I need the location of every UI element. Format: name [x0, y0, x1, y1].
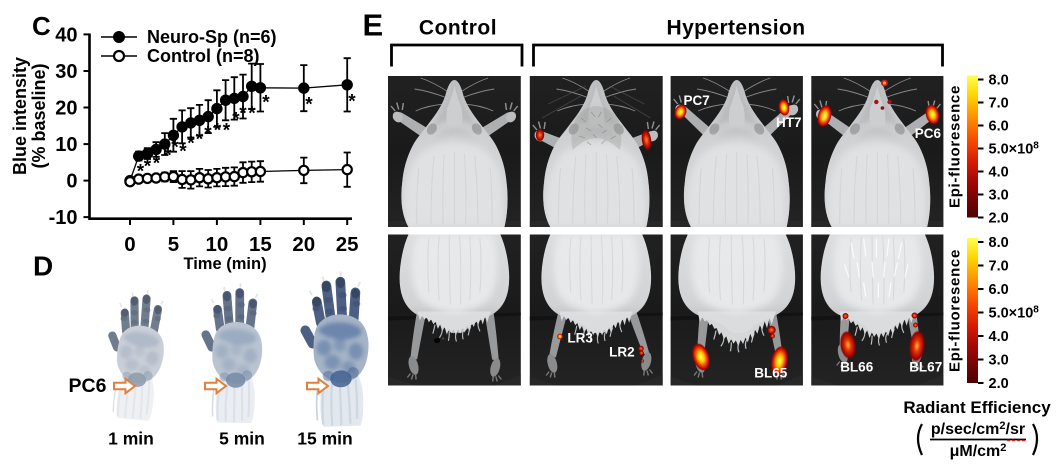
svg-text:0: 0 [124, 233, 135, 256]
svg-text:5.0×108: 5.0×108 [989, 305, 1040, 322]
svg-text:(% baseline): (% baseline) [29, 63, 49, 168]
svg-text:BL66: BL66 [840, 360, 874, 375]
svg-text:8.0: 8.0 [989, 73, 1009, 89]
svg-text:LR3: LR3 [567, 331, 593, 346]
svg-text:10: 10 [55, 134, 77, 156]
svg-text:2.0: 2.0 [989, 211, 1009, 227]
svg-text:*: * [262, 93, 270, 114]
svg-text:4.0: 4.0 [989, 329, 1009, 345]
svg-text:*: * [204, 124, 212, 145]
svg-text:6.0: 6.0 [989, 119, 1009, 135]
svg-text:Epi-fluoresence: Epi-fluoresence [946, 85, 963, 208]
svg-text:*: * [248, 104, 256, 125]
svg-text:3.0: 3.0 [989, 188, 1009, 204]
svg-text:Hypertension: Hypertension [667, 17, 806, 40]
svg-text:*: * [164, 146, 172, 167]
svg-text:10: 10 [205, 233, 228, 256]
svg-text:μM/cm2: μM/cm2 [950, 442, 1007, 460]
svg-text:Control: Control [419, 17, 497, 40]
svg-text:p/sec/cm2/sr: p/sec/cm2/sr [931, 420, 1025, 438]
svg-text:BL67: BL67 [909, 360, 942, 375]
svg-text:Time (min): Time (min) [183, 255, 266, 273]
svg-text:PC6: PC6 [915, 126, 942, 141]
svg-text:40: 40 [55, 24, 77, 46]
svg-text:15 min: 15 min [297, 429, 352, 449]
svg-text:7.0: 7.0 [989, 259, 1009, 275]
svg-text:5 min: 5 min [219, 429, 265, 449]
svg-text:30: 30 [55, 61, 77, 83]
svg-text:5: 5 [168, 233, 179, 256]
svg-text:*: * [153, 154, 161, 175]
svg-text:20: 20 [292, 233, 315, 256]
svg-text:*: * [239, 104, 247, 125]
svg-text:*: * [214, 121, 222, 142]
svg-text:*: * [196, 130, 204, 151]
svg-text:Blue intensity: Blue intensity [10, 57, 30, 175]
svg-text:2.0: 2.0 [989, 376, 1009, 392]
svg-text:5.0×108: 5.0×108 [989, 141, 1040, 158]
svg-text:*: * [187, 134, 195, 155]
svg-text:7.0: 7.0 [989, 96, 1009, 112]
svg-text:3.0: 3.0 [989, 353, 1009, 369]
svg-text:*: * [348, 92, 356, 113]
svg-text:*: * [171, 138, 179, 159]
svg-text:Neuro-Sp (n=6): Neuro-Sp (n=6) [147, 27, 277, 47]
svg-text:0: 0 [66, 171, 77, 193]
svg-text:6.0: 6.0 [989, 282, 1009, 298]
svg-text:25: 25 [336, 233, 359, 256]
svg-text:*: * [137, 162, 145, 183]
svg-text:BL65: BL65 [754, 366, 788, 381]
svg-text:20: 20 [55, 98, 77, 120]
svg-text:*: * [223, 121, 231, 142]
svg-text:-10: -10 [49, 207, 78, 229]
svg-text:LR2: LR2 [609, 345, 635, 360]
svg-text:*: * [179, 142, 187, 163]
svg-text:4.0: 4.0 [989, 165, 1009, 181]
svg-text:8.0: 8.0 [989, 235, 1009, 251]
svg-text:*: * [144, 157, 152, 178]
svg-text:PC6: PC6 [69, 375, 107, 397]
svg-text:C: C [32, 11, 51, 41]
svg-text:Epi-fluoresence: Epi-fluoresence [946, 249, 963, 372]
svg-text:PC7: PC7 [684, 93, 710, 108]
svg-text:1 min: 1 min [108, 429, 154, 449]
svg-text:D: D [33, 251, 53, 282]
svg-text:*: * [305, 95, 313, 116]
svg-text:Control (n=8): Control (n=8) [147, 46, 260, 66]
svg-text:E: E [363, 8, 384, 43]
svg-text:15: 15 [249, 233, 272, 256]
svg-text:Radiant Efficiency: Radiant Efficiency [903, 398, 1051, 417]
svg-text:*: * [232, 110, 240, 131]
svg-text:HT7: HT7 [776, 115, 802, 130]
